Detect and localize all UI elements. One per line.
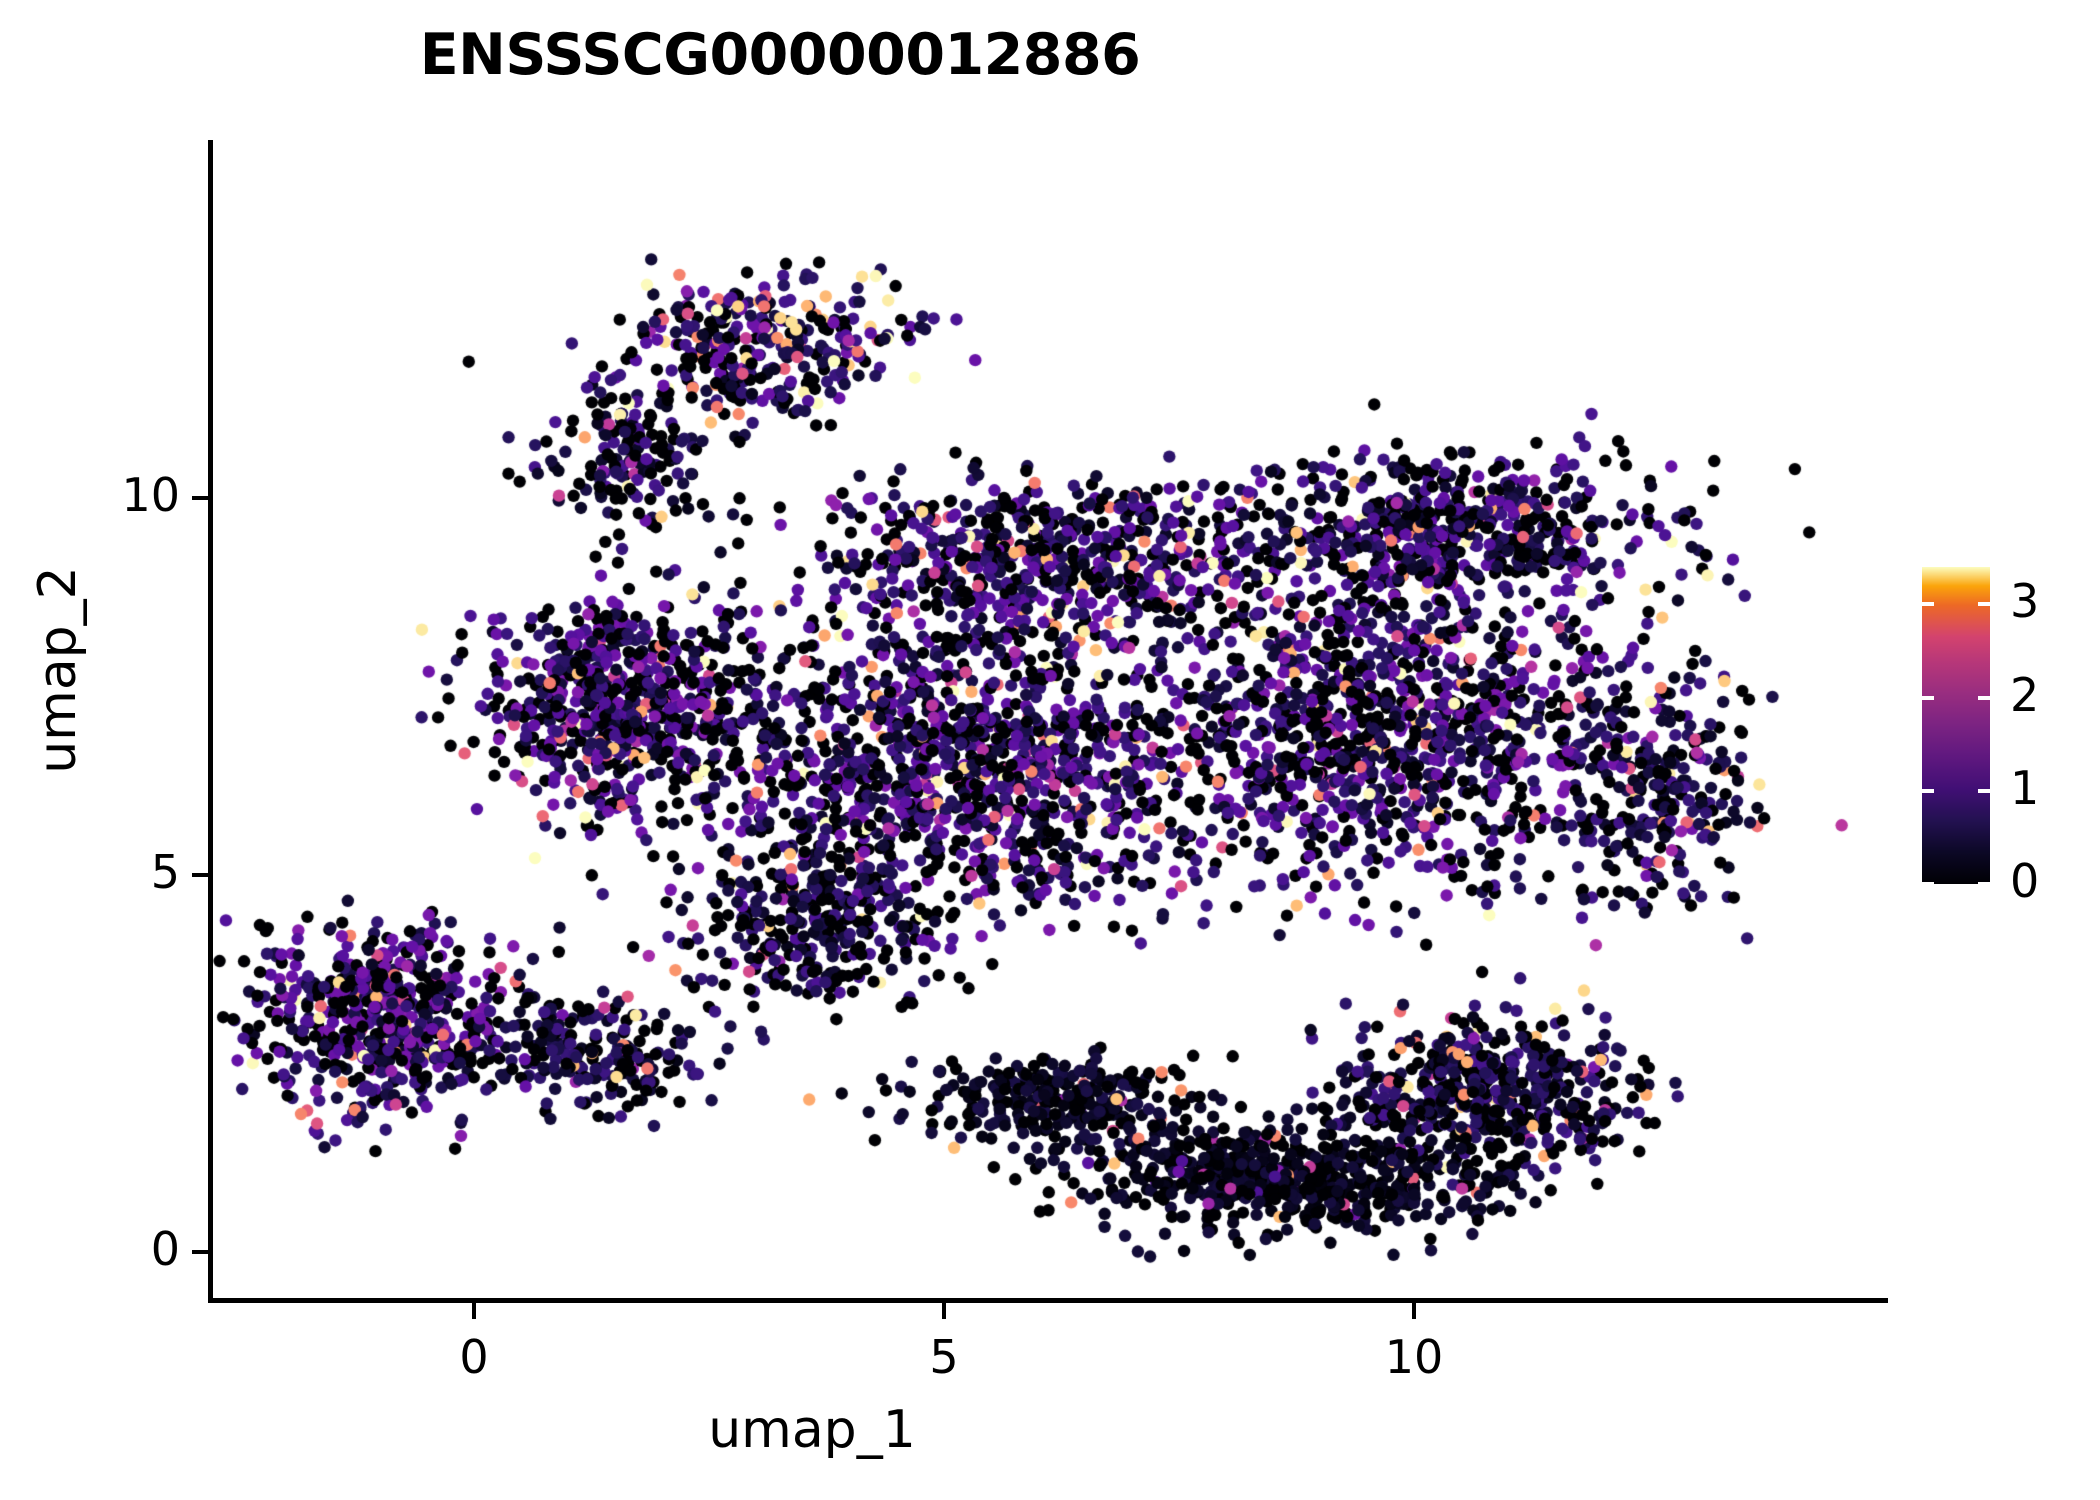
colorbar-tick-mark <box>1922 602 1934 607</box>
colorbar-tick-mark <box>1978 695 1990 700</box>
colorbar-tick-label: 3 <box>2010 574 2040 629</box>
colorbar-tick-label: 2 <box>2010 667 2040 722</box>
y-tick-mark <box>192 873 208 877</box>
colorbar-tick-label: 0 <box>2010 854 2040 908</box>
colorbar-tick-mark <box>1978 882 1990 886</box>
y-tick-label: 5 <box>150 845 180 899</box>
colorbar-tick-label: 1 <box>2010 760 2040 815</box>
scatter-canvas <box>212 140 1886 1300</box>
x-tick-mark <box>472 1303 476 1319</box>
colorbar-tick-mark <box>1922 695 1934 700</box>
y-tick-label: 0 <box>150 1222 180 1276</box>
chart-title: ENSSSCG00000012886 <box>419 22 1141 88</box>
x-tick-mark <box>1412 1303 1416 1319</box>
colorbar-gradient <box>1922 567 1990 884</box>
x-axis-spine <box>208 1298 1888 1303</box>
y-tick-label: 10 <box>121 468 180 522</box>
colorbar-tick-mark <box>1978 788 1990 793</box>
y-axis-spine <box>208 140 213 1303</box>
x-tick-label: 10 <box>1384 1330 1444 1384</box>
y-tick-mark <box>192 496 208 500</box>
x-tick-label: 5 <box>929 1330 959 1384</box>
x-tick-label: 0 <box>459 1330 489 1384</box>
scatter-plot-area <box>212 140 1886 1300</box>
x-axis-label: umap_1 <box>708 1400 916 1460</box>
y-axis-label: umap_2 <box>28 566 88 774</box>
colorbar-tick-mark <box>1922 882 1934 886</box>
colorbar-tick-mark <box>1978 602 1990 607</box>
y-tick-mark <box>192 1250 208 1254</box>
colorbar-tick-mark <box>1922 788 1934 793</box>
x-tick-mark <box>942 1303 946 1319</box>
